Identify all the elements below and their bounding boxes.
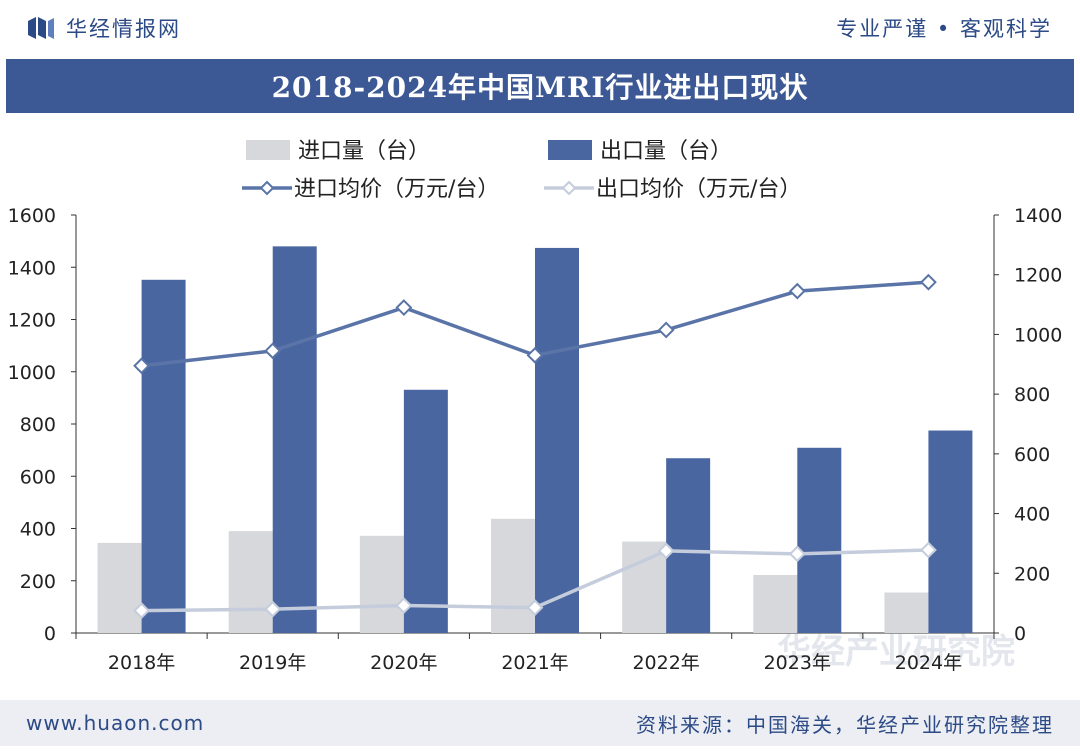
x-tick-label: 2019年 [239, 652, 306, 674]
import-volume-bar [228, 531, 273, 633]
import-price-point [133, 357, 150, 375]
brand: 华经情报网 [28, 13, 181, 43]
export-volume-bar [666, 458, 711, 633]
import-volume-bar [359, 535, 404, 633]
legend-export-volume-label: 出口量（台） [600, 139, 732, 164]
import-price-point [920, 273, 937, 291]
import-volume-bar [97, 542, 142, 633]
import-price-point [526, 346, 544, 364]
x-tick-label: 2022年 [632, 652, 699, 674]
left-tick-label: 800 [20, 414, 56, 436]
x-tick-label: 2023年 [764, 652, 831, 674]
import-price-point [657, 321, 675, 339]
right-tick-label: 1200 [1014, 265, 1062, 287]
legend-export-price-label: 出口均价（万元/台） [596, 177, 801, 202]
import-volume-bar [491, 518, 535, 633]
export-price-point [920, 541, 937, 559]
export-price-point [788, 545, 806, 563]
import-volume-bar [884, 592, 929, 633]
import-volume-bar [622, 541, 667, 633]
right-tick-label: 600 [1014, 444, 1050, 466]
left-tick-label: 200 [20, 571, 56, 593]
export-volume-bar [797, 447, 842, 633]
chart: 华经产业研究院020040060080010001200140016000200… [8, 139, 1063, 674]
legend-import-price-label: 进口均价（万元/台） [294, 177, 499, 202]
right-tick-label: 200 [1014, 563, 1050, 585]
export-price-point [133, 602, 150, 620]
export-price-point [264, 600, 282, 618]
legend-import-volume-label: 进口量（台） [298, 139, 430, 164]
left-tick-label: 1000 [8, 362, 56, 384]
export-price-point [395, 597, 413, 614]
title-band: 2018-2024年中国MRI行业进出口现状 [6, 59, 1074, 113]
legend-import-price-marker [259, 180, 275, 196]
legend-export-price-marker [561, 180, 577, 196]
export-price-point [657, 542, 675, 560]
left-tick-label: 600 [20, 466, 56, 488]
x-tick-label: 2018年 [108, 652, 175, 674]
left-tick-label: 1600 [8, 205, 56, 227]
data-source: 资料来源：中国海关，华经产业研究院整理 [636, 712, 1054, 737]
footer: www.huaon.com 资料来源：中国海关，华经产业研究院整理 [0, 700, 1080, 746]
slogan: 专业严谨 • 客观科学 [836, 17, 1052, 41]
import-price-point [788, 282, 806, 300]
left-tick-label: 1200 [8, 310, 56, 332]
export-volume-bar [403, 389, 448, 633]
right-tick-label: 0 [1014, 623, 1026, 645]
right-tick-label: 1000 [1014, 324, 1062, 346]
right-tick-label: 800 [1014, 384, 1050, 406]
left-tick-label: 0 [44, 623, 56, 645]
right-tick-label: 1400 [1014, 205, 1062, 227]
x-tick-label: 2021年 [501, 652, 568, 674]
huajing-logo-icon [28, 17, 54, 39]
import-price-point [264, 342, 282, 360]
watermark: 华经产业研究院 [777, 632, 1015, 672]
legend-export-volume-swatch [548, 140, 592, 160]
import-price-point [395, 299, 413, 316]
export-volume-bar [272, 246, 317, 633]
export-volume-bar [141, 279, 186, 633]
brand-name: 华经情报网 [66, 17, 181, 41]
x-tick-label: 2020年 [370, 652, 437, 674]
legend-import-volume-swatch [246, 140, 290, 160]
import-volume-bar [753, 575, 798, 633]
export-volume-bar [535, 247, 579, 634]
left-tick-label: 1400 [8, 257, 56, 279]
right-tick-label: 400 [1014, 504, 1050, 526]
export-price-point [526, 599, 544, 617]
x-tick-label: 2024年 [895, 652, 962, 674]
site-url: www.huaon.com [26, 711, 205, 735]
export-volume-bar [928, 430, 973, 633]
left-tick-label: 400 [20, 519, 56, 541]
chart-title: 2018-2024年中国MRI行业进出口现状 [271, 71, 809, 104]
top-bar: 华经情报网 专业严谨 • 客观科学 [0, 0, 1080, 56]
